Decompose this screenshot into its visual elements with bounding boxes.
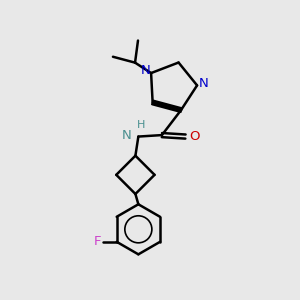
- Text: F: F: [94, 235, 101, 248]
- Text: N: N: [122, 129, 132, 142]
- Text: N: N: [199, 77, 208, 90]
- Text: N: N: [141, 64, 151, 77]
- Text: O: O: [189, 130, 200, 143]
- Text: H: H: [137, 120, 145, 130]
